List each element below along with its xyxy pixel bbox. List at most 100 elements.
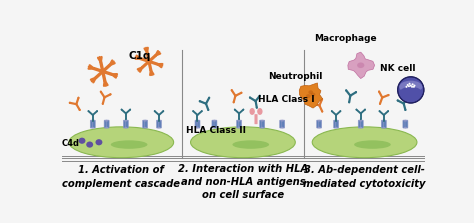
Ellipse shape — [312, 102, 314, 105]
Ellipse shape — [404, 109, 406, 111]
Ellipse shape — [144, 127, 146, 128]
Circle shape — [408, 85, 410, 87]
Ellipse shape — [232, 140, 269, 149]
FancyBboxPatch shape — [403, 120, 406, 128]
Ellipse shape — [157, 120, 161, 122]
FancyBboxPatch shape — [104, 120, 107, 128]
Ellipse shape — [312, 127, 417, 158]
Ellipse shape — [364, 109, 366, 111]
Ellipse shape — [197, 120, 198, 122]
Ellipse shape — [91, 127, 94, 128]
FancyBboxPatch shape — [336, 120, 338, 128]
Ellipse shape — [257, 108, 263, 115]
Ellipse shape — [379, 103, 381, 105]
Polygon shape — [348, 52, 374, 78]
Ellipse shape — [382, 127, 385, 128]
Text: C1q: C1q — [128, 51, 151, 61]
Circle shape — [147, 59, 151, 64]
FancyBboxPatch shape — [319, 120, 322, 128]
Ellipse shape — [86, 141, 93, 148]
Ellipse shape — [231, 89, 233, 91]
Ellipse shape — [317, 120, 321, 122]
Text: HLA Class II: HLA Class II — [186, 126, 246, 135]
FancyBboxPatch shape — [381, 120, 384, 128]
Ellipse shape — [259, 95, 261, 97]
Ellipse shape — [321, 98, 323, 100]
Ellipse shape — [100, 91, 102, 93]
FancyBboxPatch shape — [143, 120, 146, 128]
Ellipse shape — [256, 107, 258, 109]
Ellipse shape — [334, 120, 338, 122]
Ellipse shape — [79, 138, 85, 144]
Ellipse shape — [399, 87, 422, 99]
Ellipse shape — [213, 127, 216, 128]
FancyBboxPatch shape — [156, 120, 159, 128]
Ellipse shape — [309, 90, 313, 94]
Ellipse shape — [388, 94, 390, 96]
Circle shape — [411, 83, 414, 85]
Ellipse shape — [154, 110, 155, 112]
FancyBboxPatch shape — [159, 120, 162, 128]
Text: HLA Class I: HLA Class I — [257, 95, 314, 104]
Ellipse shape — [77, 97, 80, 99]
Polygon shape — [299, 83, 323, 108]
Circle shape — [405, 86, 408, 88]
Ellipse shape — [356, 109, 357, 111]
Ellipse shape — [345, 89, 347, 92]
FancyBboxPatch shape — [260, 120, 263, 128]
Ellipse shape — [306, 94, 310, 98]
Ellipse shape — [191, 127, 295, 158]
FancyBboxPatch shape — [92, 120, 95, 128]
Circle shape — [409, 83, 410, 85]
Ellipse shape — [196, 120, 200, 122]
Ellipse shape — [249, 97, 251, 99]
Ellipse shape — [208, 97, 210, 99]
Ellipse shape — [403, 120, 407, 122]
FancyBboxPatch shape — [334, 120, 337, 128]
Ellipse shape — [157, 127, 161, 128]
Ellipse shape — [318, 127, 321, 128]
Circle shape — [398, 77, 424, 103]
FancyBboxPatch shape — [282, 120, 285, 128]
Ellipse shape — [331, 110, 333, 112]
Ellipse shape — [260, 120, 264, 122]
Circle shape — [411, 86, 413, 88]
Ellipse shape — [404, 127, 407, 128]
Ellipse shape — [233, 101, 235, 103]
Ellipse shape — [261, 127, 264, 128]
Ellipse shape — [379, 110, 380, 112]
Ellipse shape — [196, 127, 199, 128]
FancyBboxPatch shape — [360, 120, 363, 128]
Ellipse shape — [88, 110, 89, 112]
FancyBboxPatch shape — [197, 120, 200, 128]
Ellipse shape — [129, 109, 131, 111]
Ellipse shape — [69, 102, 71, 104]
FancyBboxPatch shape — [145, 120, 148, 128]
FancyBboxPatch shape — [262, 120, 264, 128]
Ellipse shape — [95, 139, 102, 145]
Ellipse shape — [207, 109, 209, 111]
Ellipse shape — [109, 93, 111, 95]
Circle shape — [407, 84, 409, 86]
FancyBboxPatch shape — [280, 120, 283, 128]
Ellipse shape — [125, 118, 127, 120]
Ellipse shape — [102, 103, 104, 105]
Ellipse shape — [234, 109, 236, 111]
FancyBboxPatch shape — [90, 120, 93, 128]
FancyBboxPatch shape — [255, 114, 257, 124]
Ellipse shape — [121, 109, 122, 111]
FancyBboxPatch shape — [405, 120, 408, 128]
FancyBboxPatch shape — [237, 120, 239, 128]
Ellipse shape — [339, 110, 341, 112]
Ellipse shape — [96, 110, 98, 112]
FancyBboxPatch shape — [214, 120, 217, 128]
Ellipse shape — [237, 127, 241, 128]
FancyBboxPatch shape — [212, 120, 215, 128]
Circle shape — [413, 86, 415, 88]
Ellipse shape — [69, 127, 173, 158]
FancyBboxPatch shape — [383, 120, 386, 128]
Ellipse shape — [280, 120, 284, 122]
Ellipse shape — [357, 62, 365, 68]
Ellipse shape — [359, 127, 362, 128]
Ellipse shape — [199, 100, 201, 102]
